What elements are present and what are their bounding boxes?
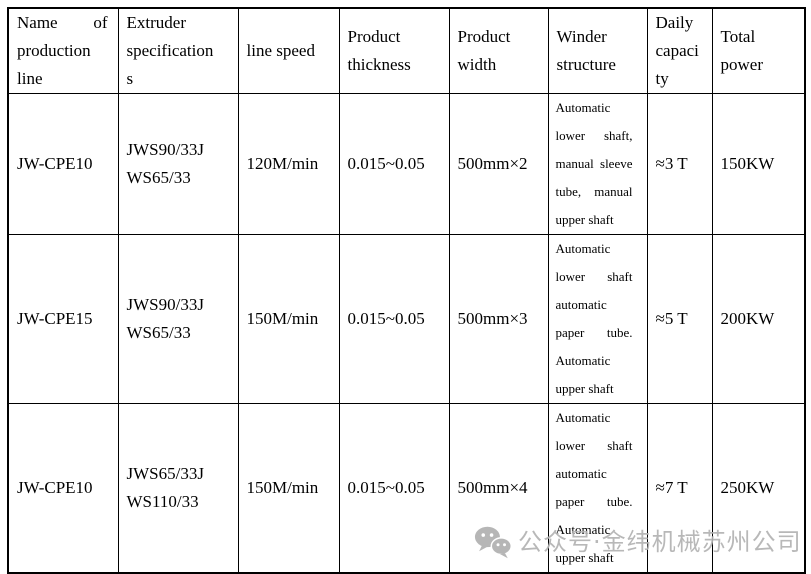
col-header-total-power: Total power: [711, 7, 806, 94]
cell-total-power: 200KW: [711, 234, 806, 404]
cell-line-speed: 150M/min: [237, 234, 340, 404]
cell-product-thickness: 0.015~0.05: [338, 403, 450, 574]
cell-line-speed: 120M/min: [237, 93, 340, 235]
table-row: JW-CPE10 JWS65/33JWS110/33 150M/min 0.01…: [7, 403, 806, 574]
table-row: JW-CPE15 JWS90/33JWS65/33 150M/min 0.015…: [7, 234, 806, 404]
cell-line-speed: 150M/min: [237, 403, 340, 574]
cell-product-width: 500mm×3: [448, 234, 549, 404]
cell-product-thickness: 0.015~0.05: [338, 93, 450, 235]
col-header-line-speed: line speed: [237, 7, 340, 94]
cell-production-line-name: JW-CPE10: [7, 93, 119, 235]
cell-winder-structure: Automatic lower shaft automatic paper tu…: [547, 234, 648, 404]
col-header-daily-capacity: Daily capacity: [646, 7, 713, 94]
header-row: Name of production line Extruder specifi…: [7, 7, 806, 94]
cell-daily-capacity: ≈7 T: [646, 403, 713, 574]
cell-winder-structure: Automatic lower shaft automatic paper tu…: [547, 403, 648, 574]
cell-product-width: 500mm×4: [448, 403, 549, 574]
cell-extruder-specifications: JWS65/33JWS110/33: [117, 403, 239, 574]
cell-product-width: 500mm×2: [448, 93, 549, 235]
cell-production-line-name: JW-CPE10: [7, 403, 119, 574]
col-header-product-width: Product width: [448, 7, 549, 94]
cell-production-line-name: JW-CPE15: [7, 234, 119, 404]
cell-product-thickness: 0.015~0.05: [338, 234, 450, 404]
table-row: JW-CPE10 JWS90/33JWS65/33 120M/min 0.015…: [7, 93, 806, 235]
cell-extruder-specifications: JWS90/33JWS65/33: [117, 234, 239, 404]
production-line-spec-table: Name of production line Extruder specifi…: [7, 7, 806, 574]
col-header-winder-structure: Winder structure: [547, 7, 648, 94]
cell-winder-structure: Automatic lower shaft, manual sleeve tub…: [547, 93, 648, 235]
cell-extruder-specifications: JWS90/33JWS65/33: [117, 93, 239, 235]
col-header-production-line-name: Name of production line: [7, 7, 119, 94]
col-header-product-thickness: Product thickness: [338, 7, 450, 94]
cell-total-power: 250KW: [711, 403, 806, 574]
cell-total-power: 150KW: [711, 93, 806, 235]
cell-daily-capacity: ≈5 T: [646, 234, 713, 404]
cell-daily-capacity: ≈3 T: [646, 93, 713, 235]
col-header-extruder-specifications: Extruder specifications: [117, 7, 239, 94]
